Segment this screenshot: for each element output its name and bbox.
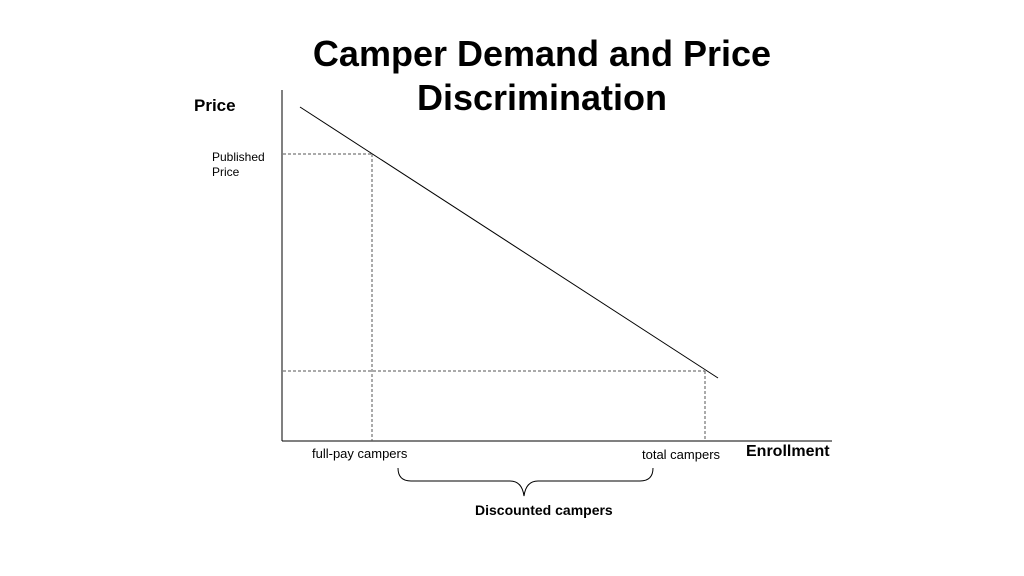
total-campers-label: total campers	[642, 447, 721, 462]
full-pay-campers-label: full-pay campers	[312, 446, 408, 461]
published-price-line-2: Price	[212, 165, 240, 179]
demand-curve	[299, 106, 719, 379]
title-line-2: Discrimination	[416, 77, 668, 118]
chart-title: Camper Demand and Price Discrimination	[240, 32, 844, 120]
x-axis-label: Enrollment	[746, 443, 830, 460]
y-axis-label: Price	[194, 96, 236, 115]
published-price-line-1: Published	[212, 150, 265, 164]
title-line-1: Camper Demand and Price	[312, 33, 772, 74]
published-price-label: Published Price	[212, 150, 265, 180]
discounted-brace	[397, 467, 654, 497]
discounted-campers-label: Discounted campers	[475, 502, 613, 518]
